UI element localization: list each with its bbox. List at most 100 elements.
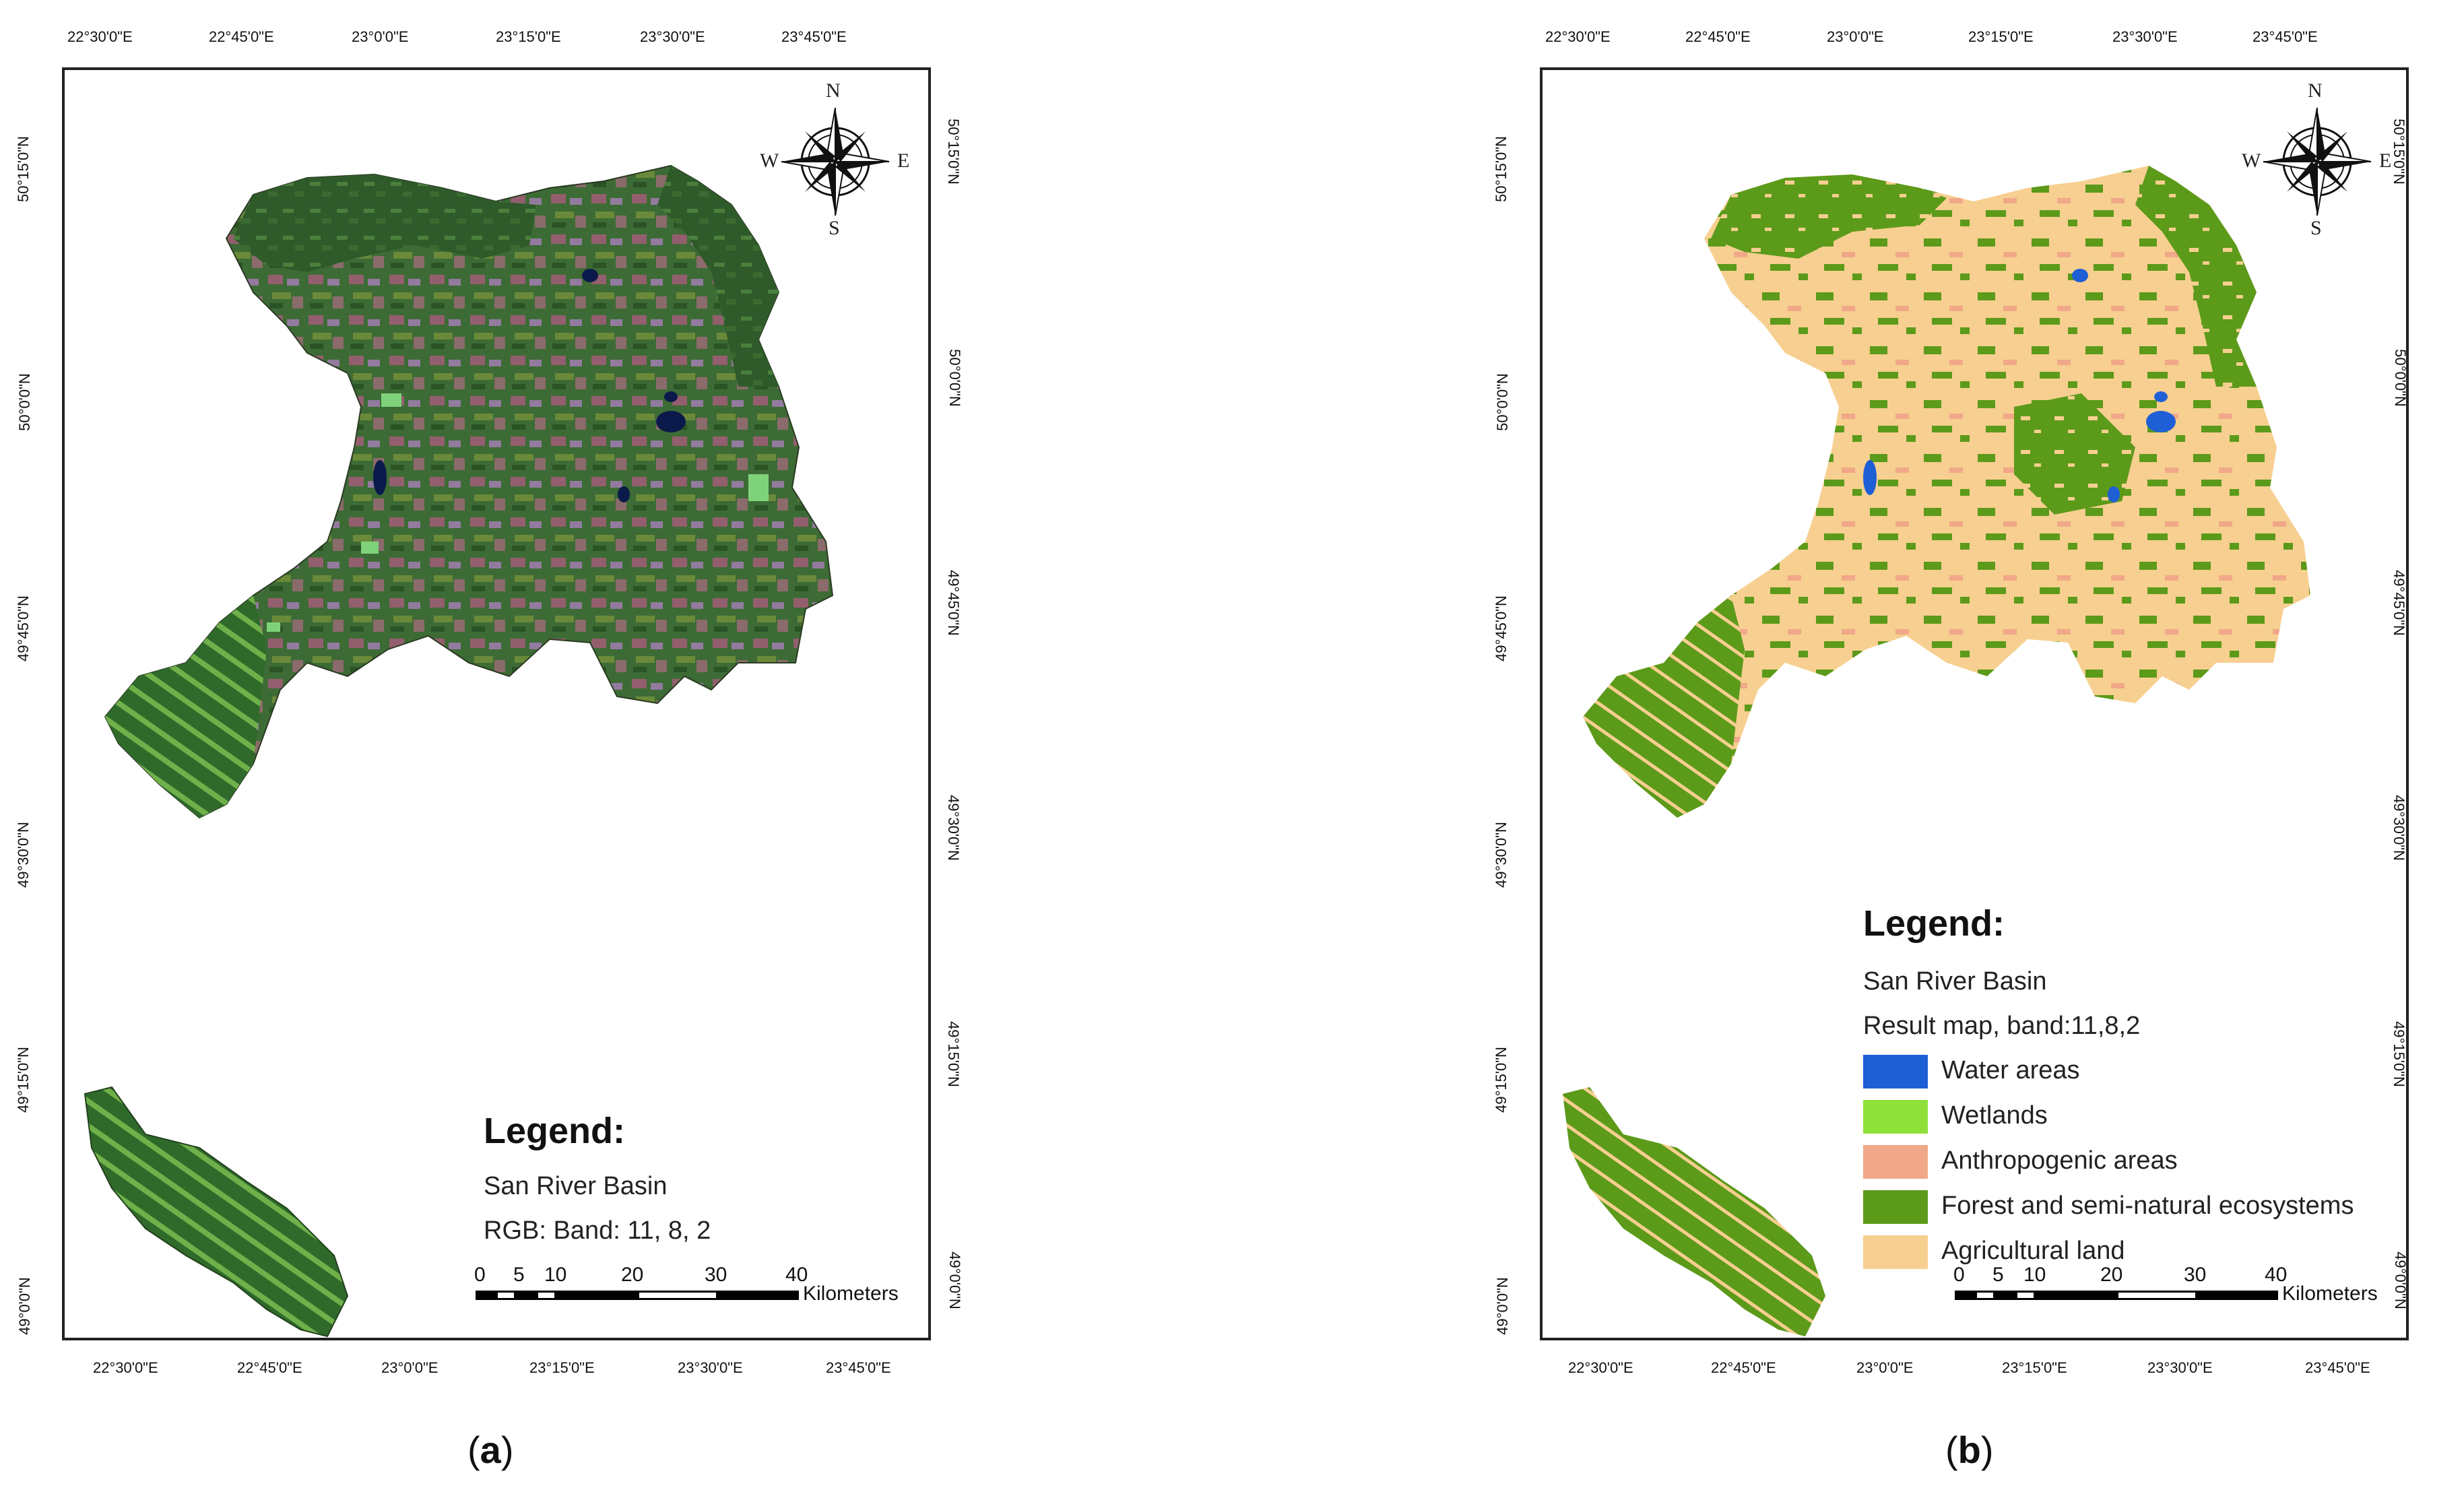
scale-unit: Kilometers [2282,1282,2378,1305]
scale-segment [496,1291,516,1300]
bottom-lon-label: 22°30'0"E [1568,1359,1633,1376]
scale-segment [2036,1291,2116,1300]
scale-label: 0 [1953,1264,1965,1286]
scale-label: 10 [2023,1264,2046,1286]
bottom-lon-label: 23°15'0"E [2002,1359,2067,1376]
scale-segment [1995,1291,2015,1300]
left-lat-label: 49°15'0"N [1492,1047,1510,1113]
bottom-lon-label: 23°30'0"E [2147,1359,2213,1376]
top-lon-label: 23°30'0"E [640,28,705,45]
left-lat-label: 50°15'0"N [1492,136,1510,202]
scale-label: 20 [621,1264,644,1286]
legend-category-label: Wetlands [1941,1101,2048,1130]
legend-line-1: San River Basin [1863,967,2047,996]
right-lat-label: 50°0'0"N [946,349,963,407]
caption-a: (a) [467,1429,514,1471]
bottom-lon-label: 23°45'0"E [2305,1359,2370,1376]
scale-segment [1975,1291,1995,1300]
classified-map-b [1563,166,2310,1336]
top-lon-label: 23°45'0"E [781,28,847,45]
bottom-lon-label: 23°0'0"E [381,1359,439,1376]
bottom-lon-label: 22°30'0"E [93,1359,158,1376]
legend-swatch [1863,1145,1928,1179]
right-lat-label: 50°15'0"N [944,119,962,185]
satellite-map-a [84,164,834,1338]
bottom-lon-label: 23°45'0"E [826,1359,891,1376]
right-lat-label: 49°0'0"N [946,1251,963,1309]
left-lat-label: 49°30'0"N [1492,822,1510,888]
compass-n: N [2308,79,2323,102]
bottom-lon-label: 22°45'0"E [1711,1359,1776,1376]
legend-swatch [1863,1235,1928,1269]
top-lon-label: 23°30'0"E [2112,28,2178,45]
left-lat-label: 49°45'0"N [14,595,32,661]
scale-label: 40 [785,1264,808,1286]
scale-segment [637,1291,718,1300]
scale-segment [2197,1291,2278,1300]
scale-label: 10 [544,1264,567,1286]
scale-unit: Kilometers [803,1282,899,1305]
scale-label: 30 [705,1264,727,1286]
scale-label: 5 [1992,1264,2004,1286]
compass-n: N [826,79,841,102]
left-lat-label: 49°45'0"N [1492,595,1510,661]
left-lat-label: 49°0'0"N [1493,1277,1511,1335]
scale-label: 20 [2100,1264,2123,1286]
scale-bar: 0 5 10 20 30 40 Kilometers [1953,1264,2378,1311]
legend-swatch [1863,1100,1928,1134]
caption-b: (b) [1945,1429,1994,1471]
legend-line-1: San River Basin [484,1172,668,1200]
right-lat-label: 49°15'0"N [944,1021,962,1087]
legend-title: Legend: [484,1111,625,1151]
scale-label: 40 [2265,1264,2288,1286]
top-lon-label: 22°45'0"E [209,28,274,45]
scale-segment [476,1291,496,1300]
scale-segment [536,1291,556,1300]
left-lat-label: 50°0'0"N [15,373,33,431]
bottom-lon-label: 22°45'0"E [237,1359,302,1376]
top-lon-label: 22°45'0"E [1685,28,1751,45]
scale-segment [1955,1291,1975,1300]
left-lat-label: 49°15'0"N [14,1047,32,1113]
legend-category-label: Agricultural land [1941,1237,2125,1265]
compass-rose-icon [2263,107,2372,216]
legend-swatch [1863,1190,1928,1224]
scale-segment [2116,1291,2197,1300]
compass-rose-icon [781,107,890,216]
left-lat-label: 50°0'0"N [1493,373,1511,431]
legend-category-label: Anthropogenic areas [1941,1146,2178,1175]
legend-swatch [1863,1055,1928,1088]
scale-segment [516,1291,536,1300]
bottom-lon-label: 23°0'0"E [1856,1359,1914,1376]
right-lat-label: 49°45'0"N [944,570,962,636]
legend-line-2: RGB: Band: 11, 8, 2 [484,1216,711,1245]
legend-category-label: Forest and semi-natural ecosystems [1941,1192,2354,1220]
top-lon-label: 23°15'0"E [496,28,561,45]
compass-s: S [829,217,840,239]
top-lon-label: 23°15'0"E [1968,28,2034,45]
right-lat-label: 49°30'0"N [944,795,962,861]
legend-category-label: Water areas [1941,1056,2080,1084]
top-lon-label: 22°30'0"E [1545,28,1611,45]
compass-s: S [2310,217,2322,239]
top-lon-label: 23°0'0"E [352,28,409,45]
top-lon-label: 23°0'0"E [1827,28,1884,45]
scale-segment [556,1291,637,1300]
bottom-lon-label: 23°30'0"E [678,1359,743,1376]
compass-w: W [2242,150,2261,172]
panel-a: 22°30'0"E 22°45'0"E 23°0'0"E 23°15'0"E 2… [14,28,963,1471]
legend-line-2: Result map, band:11,8,2 [1863,1012,2141,1040]
scale-label: 0 [474,1264,486,1286]
left-lat-label: 49°30'0"N [14,822,32,888]
left-lat-label: 49°0'0"N [15,1277,33,1335]
bottom-lon-label: 23°15'0"E [529,1359,595,1376]
compass-e: E [2379,150,2392,172]
compass-w: W [760,150,779,172]
scale-segment [718,1291,799,1300]
scale-label: 30 [2184,1264,2207,1286]
scale-bar: 0 5 10 20 30 40 Kilometers [474,1264,899,1311]
top-lon-label: 22°30'0"E [67,28,133,45]
top-lon-label: 23°45'0"E [2252,28,2318,45]
compass-e: E [897,150,910,172]
scale-label: 5 [513,1264,525,1286]
